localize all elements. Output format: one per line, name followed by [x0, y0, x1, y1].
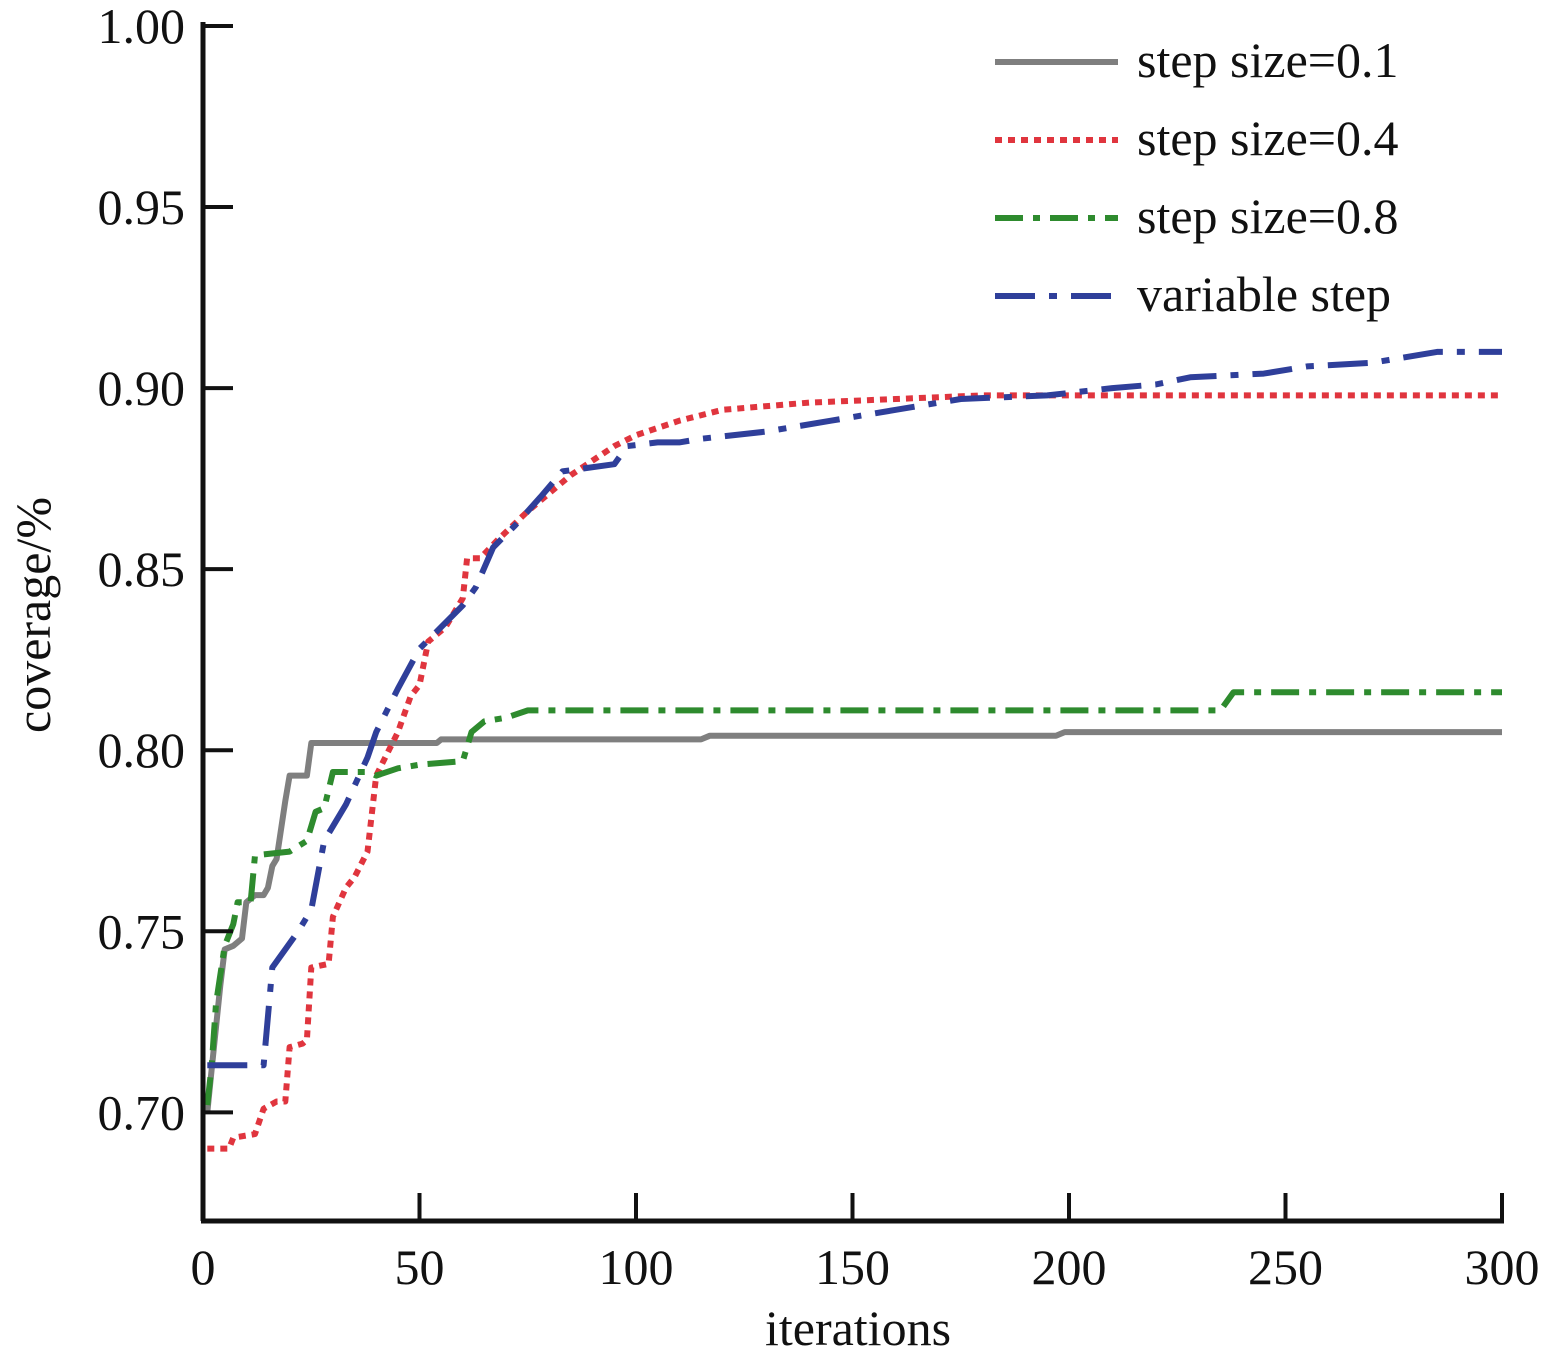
legend-label-4: variable step — [1137, 266, 1391, 322]
series-line-3 — [204, 689, 1502, 1106]
y-axis-title: coverage/% — [5, 497, 61, 733]
x-tick-label: 200 — [1032, 1239, 1107, 1295]
legend: step size=0.1 step size=0.4 step size=0.8 v… — [995, 32, 1398, 322]
x-tick-label: 250 — [1248, 1239, 1323, 1295]
x-axis-title: iterations — [765, 1300, 951, 1354]
ticks-layer: 0.70 0.75 0.80 0.85 0.90 0.95 1.00 0 50 100 150 200… — [98, 0, 1540, 1295]
series-line-4 — [207, 348, 1502, 1069]
legend-label-2: step size=0.4 — [1137, 110, 1398, 166]
y-tick-label: 0.70 — [98, 1084, 186, 1140]
y-tick-label: 0.75 — [98, 903, 186, 959]
x-tick-label: 0 — [191, 1239, 216, 1295]
y-tick-label: 0.90 — [98, 360, 186, 416]
y-tick-label: 1.00 — [98, 0, 186, 54]
series-layer — [204, 348, 1502, 1152]
legend-label-1: step size=0.1 — [1137, 32, 1398, 88]
y-tick-label: 0.85 — [98, 541, 186, 597]
series-line-1 — [204, 729, 1502, 1113]
x-tick-label: 300 — [1465, 1239, 1540, 1295]
legend-label-3: step size=0.8 — [1137, 188, 1398, 244]
x-tick-label: 150 — [815, 1239, 890, 1295]
x-tick-label: 50 — [395, 1239, 445, 1295]
x-tick-label: 100 — [599, 1239, 674, 1295]
series-line-2 — [207, 392, 1502, 1152]
y-tick-label: 0.80 — [98, 722, 186, 778]
y-tick-label: 0.95 — [98, 179, 186, 235]
